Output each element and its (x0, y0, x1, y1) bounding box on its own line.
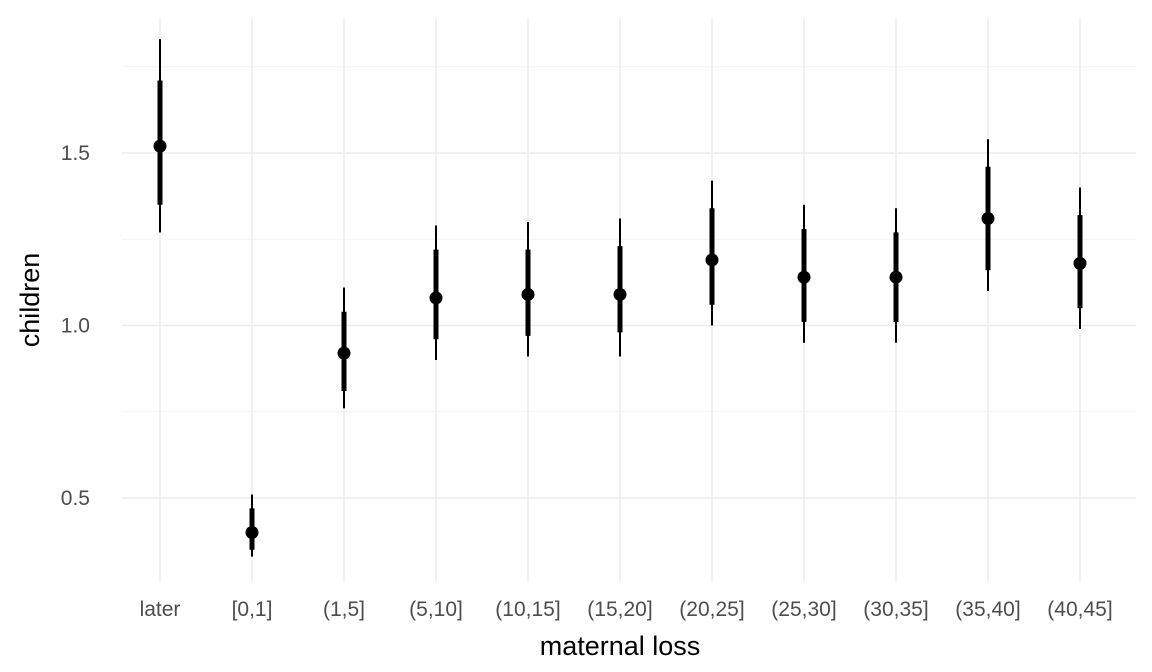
point-range (797, 204, 811, 343)
y-tick-label: 1.0 (61, 315, 90, 338)
x-axis-ticks: later [0,1] (1,5] (5,10] (10,15] (15,20] (20,2… (140, 598, 1113, 621)
point-range (981, 139, 995, 291)
point-estimate (429, 291, 443, 305)
x-axis-title: maternal loss (540, 631, 701, 661)
x-tick-label: (40,45] (1047, 598, 1112, 621)
point-estimate (705, 253, 719, 267)
point-estimate (1073, 256, 1087, 270)
point-estimate (153, 139, 167, 153)
y-axis-ticks: 0.5 1.0 1.5 (61, 142, 90, 510)
x-tick-label: (25,30] (771, 598, 836, 621)
point-range (337, 287, 351, 409)
y-tick-label: 0.5 (61, 487, 90, 510)
y-tick-label: 1.5 (61, 142, 90, 165)
point-estimate (337, 346, 351, 360)
point-range (613, 218, 627, 357)
point-estimate (613, 287, 627, 301)
point-range (705, 180, 719, 326)
point-range (889, 208, 903, 343)
point-range (153, 39, 167, 233)
point-range (429, 225, 443, 360)
x-tick-label: (30,35] (863, 598, 928, 621)
x-tick-label: (20,25] (679, 598, 744, 621)
x-tick-label: (1,5] (323, 598, 365, 621)
point-estimate (981, 212, 995, 226)
point-estimate (245, 526, 259, 539)
point-range (1073, 187, 1087, 329)
y-axis-title: children (15, 253, 45, 348)
point-range (521, 222, 535, 357)
marks (153, 39, 1087, 557)
point-range (245, 494, 259, 557)
grid (122, 18, 1136, 582)
point-estimate (889, 270, 903, 284)
point-estimate (521, 287, 535, 301)
x-tick-label: (35,40] (955, 598, 1020, 621)
x-tick-label: [0,1] (232, 598, 273, 621)
x-tick-label: (5,10] (409, 598, 463, 621)
x-tick-label: (15,20] (587, 598, 652, 621)
point-estimate (797, 270, 811, 284)
x-tick-label: (10,15] (495, 598, 560, 621)
x-tick-label: later (140, 598, 181, 621)
